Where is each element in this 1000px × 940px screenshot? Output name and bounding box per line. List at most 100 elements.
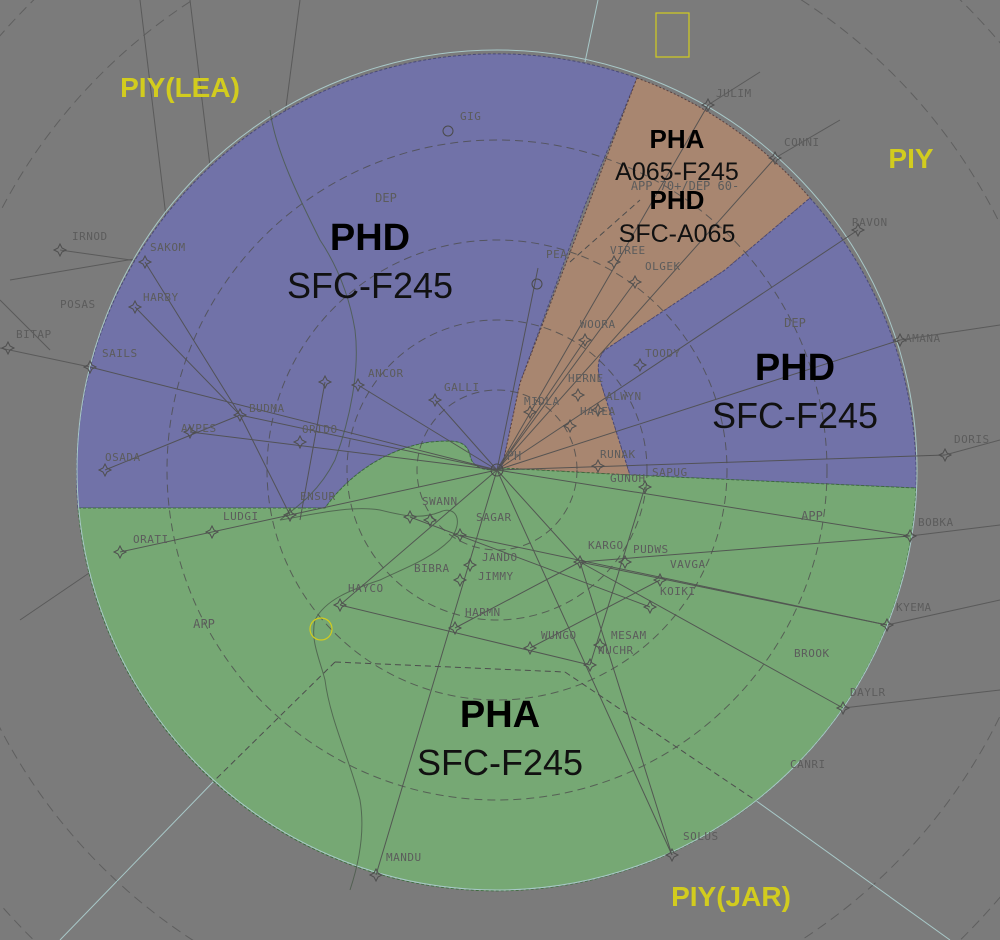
waypoint-icon [664, 847, 680, 863]
fix-amana[interactable]: AMANA [905, 332, 941, 345]
waypoint-icon [350, 377, 366, 393]
fix-labels: GIG JULIM CONNI RAVON AMANA DORIS BOBKA … [16, 87, 990, 864]
fix-canri[interactable]: CANRI [790, 758, 826, 771]
fix-orido[interactable]: ORIDO [302, 423, 338, 436]
waypoint-icon [642, 599, 658, 615]
fix-wungo[interactable]: WUNGO [541, 629, 577, 642]
fix-jando[interactable]: JANDO [482, 551, 518, 564]
fix-swann[interactable]: SWANN [422, 495, 458, 508]
area-boundary [76, 49, 918, 891]
fix-hayco[interactable]: HAYCO [348, 582, 384, 595]
neighbor-piy-jar: PIY(JAR) [671, 881, 791, 912]
fix-alwyn[interactable]: ALWYN [606, 390, 642, 403]
fix-gunoh[interactable]: GUNOH [610, 472, 646, 485]
waypoint-icon [850, 222, 866, 238]
highlight-ring[interactable] [309, 617, 333, 641]
fix-sakom[interactable]: SAKOM [150, 241, 186, 254]
fix-osada[interactable]: OSADA [105, 451, 141, 464]
sector-labels: PHD SFC-F245 PHD SFC-F245 PHA A065-F245 … [287, 124, 878, 783]
fix-olgek[interactable]: OLGEK [645, 260, 681, 273]
fix-solus[interactable]: SOLUS [683, 830, 719, 843]
waypoint-icon [127, 299, 143, 315]
fix-irnod[interactable]: IRNOD [72, 230, 108, 243]
fix-julim[interactable]: JULIM [716, 87, 752, 100]
waypoint-icon [204, 524, 220, 540]
fix-galli[interactable]: GALLI [444, 381, 480, 394]
waypoint-icon [617, 554, 633, 570]
waypoint-icon [652, 572, 668, 588]
waypoint-icon [627, 274, 643, 290]
fix-toody[interactable]: TOODY [645, 347, 681, 360]
fix-gig[interactable]: GIG [460, 110, 481, 123]
waypoint-icon [590, 402, 606, 418]
fix-daylr[interactable]: DAYLR [850, 686, 886, 699]
sector-pha-north-limits: A065-F245 [615, 158, 739, 186]
highlight-box[interactable] [655, 12, 690, 58]
sector-phd-west-limits: SFC-F245 [287, 265, 453, 306]
fix-viree[interactable]: VIREE [610, 244, 646, 257]
fix-posas[interactable]: POSAS [60, 298, 96, 311]
fix-pea[interactable]: PEA [546, 248, 567, 261]
sector-pha-south-limits: SFC-F245 [417, 742, 583, 783]
fix-ravon[interactable]: RAVON [852, 216, 888, 229]
fix-midla[interactable]: MIDLA [524, 395, 560, 408]
fix-sails[interactable]: SAILS [102, 347, 138, 360]
fix-harmn[interactable]: HARMN [465, 606, 501, 619]
fix-koiki[interactable]: KOIKI [660, 585, 696, 598]
waypoint-icon [572, 554, 588, 570]
fix-ludgi[interactable]: LUDGI [223, 510, 259, 523]
neighbor-piy-lea: PIY(LEA) [120, 72, 240, 103]
waypoint-icon [422, 512, 438, 528]
waypoint-icon [52, 242, 68, 258]
fix-budma[interactable]: BUDMA [249, 402, 285, 415]
fix-doris[interactable]: DORIS [954, 433, 990, 446]
fix-vavga[interactable]: VAVGA [670, 558, 706, 571]
fix-ensur[interactable]: ENSUR [300, 490, 336, 503]
waypoint-icon [82, 359, 98, 375]
waypoint-icon [452, 527, 468, 543]
waypoint-icon [402, 509, 418, 525]
waypoint-icon [892, 332, 908, 348]
fix-ancor[interactable]: ANCOR [368, 367, 404, 380]
fix-bibra[interactable]: BIBRA [414, 562, 450, 575]
fix-kargo[interactable]: KARGO [588, 539, 624, 552]
fix-orati[interactable]: ORATI [133, 533, 169, 546]
neighbor-piy: PIY [888, 143, 933, 174]
fix-harby[interactable]: HARBY [143, 291, 179, 304]
fix-bitap[interactable]: BITAP [16, 328, 52, 341]
fix-mesam[interactable]: MESAM [611, 629, 647, 642]
fix-brook[interactable]: BROOK [794, 647, 830, 660]
sector-phd-east-limits: SFC-F245 [712, 395, 878, 436]
fix-kyema[interactable]: KYEMA [896, 601, 932, 614]
fix-conni[interactable]: CONNI [784, 136, 820, 149]
neighbor-labels: PIY(LEA) PIY PIY(JAR) [120, 72, 934, 912]
fix-havea[interactable]: HAVEA [580, 405, 616, 418]
waypoint-icon [317, 374, 333, 390]
label-ph: PH [507, 449, 521, 463]
waypoint-icon [282, 507, 298, 523]
sector-pha-south[interactable] [77, 440, 917, 892]
waypoint-icon [902, 528, 918, 544]
waypoint-icon [577, 332, 593, 348]
fix-pudws[interactable]: PUDWS [633, 543, 669, 556]
fix-woora[interactable]: WOORA [580, 318, 616, 331]
waypoint-icon [447, 620, 463, 636]
fix-jimmy[interactable]: JIMMY [478, 570, 514, 583]
airport-ph[interactable] [442, 125, 543, 477]
fix-herne[interactable]: HERNE [568, 372, 604, 385]
fix-runak[interactable]: RUNAK [600, 448, 636, 461]
waypoint-icon [562, 418, 578, 434]
waypoint-icon [332, 597, 348, 613]
label-app-dep-60: APP 70+/DEP 60- [631, 179, 739, 193]
waypoint-icon [879, 617, 895, 633]
fix-mandu[interactable]: MANDU [386, 851, 422, 864]
fix-bobka[interactable]: BOBKA [918, 516, 954, 529]
fix-sagar[interactable]: SAGAR [476, 511, 512, 524]
sector-phd-east[interactable] [597, 197, 917, 489]
fix-avpes[interactable]: AVPES [181, 422, 217, 435]
fix-nuchr[interactable]: NUCHR [598, 644, 634, 657]
waypoint-icon [590, 458, 606, 474]
fix-sapug[interactable]: SAPUG [652, 466, 688, 479]
